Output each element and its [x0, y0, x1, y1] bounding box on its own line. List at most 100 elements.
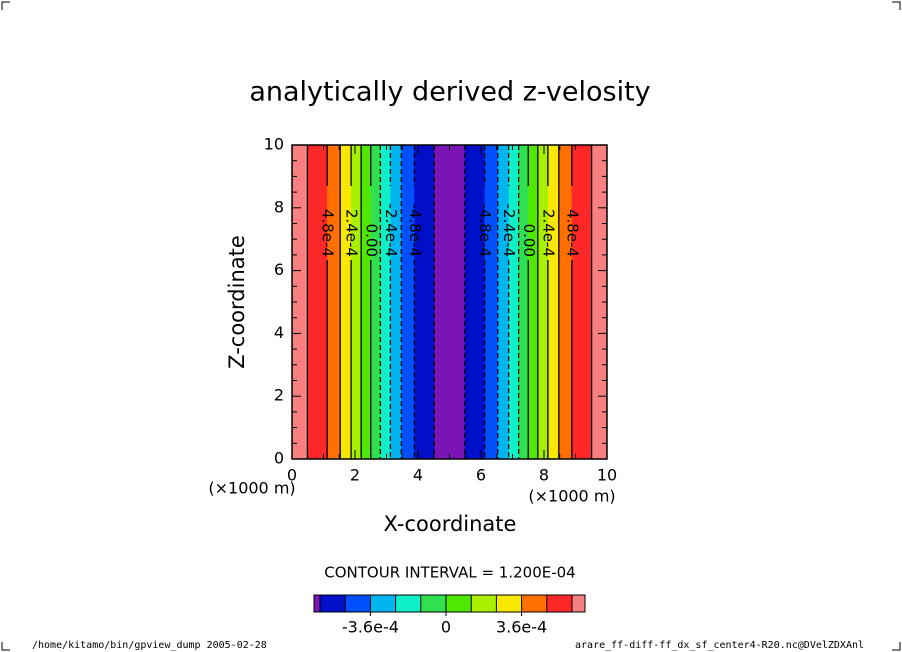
- colorbar-segment: [446, 595, 472, 612]
- contour-label: -4.8e-4: [476, 204, 494, 257]
- colorbar-segment: [546, 595, 572, 612]
- contour-fill: [536, 145, 539, 459]
- contour-label: -4.8e-4: [406, 204, 424, 257]
- contour-fill: [327, 145, 332, 459]
- colorbar-segment: [420, 595, 446, 612]
- y-tick-label: 4: [274, 323, 284, 342]
- footer-left: /home/kitamo/bin/gpview_dump 2005-02-28: [32, 640, 267, 651]
- contour-fill: [508, 145, 513, 459]
- contour-fill: [299, 145, 308, 459]
- contour-fill: [378, 145, 381, 459]
- contour-fill: [571, 145, 576, 459]
- contour-fill: [551, 145, 560, 459]
- contour-fill: [518, 145, 521, 459]
- contour-fill: [481, 145, 486, 459]
- contour-fill: [488, 145, 498, 459]
- contour-fill: [547, 145, 553, 459]
- contour-label: -2.4e-4: [382, 204, 400, 257]
- colorbar-segment: [521, 595, 547, 612]
- contour-fill: [591, 145, 600, 459]
- x-unit: (×1000 m): [528, 487, 615, 506]
- contour-label: 2.4e-4: [343, 209, 361, 257]
- colorbar-under: [314, 595, 320, 612]
- contour-fill: [351, 145, 356, 459]
- contour-fill: [558, 145, 561, 459]
- colorbar-segment: [395, 595, 421, 612]
- x-tick-label: 6: [476, 466, 486, 485]
- x-tick-label: 8: [539, 466, 549, 485]
- contour-fill: [347, 145, 352, 459]
- contour-fill: [583, 145, 592, 459]
- y-tick-label: 8: [274, 197, 284, 216]
- contour-fill: [410, 145, 415, 459]
- contour-fill: [537, 145, 545, 459]
- contour-fill: [544, 145, 549, 459]
- contour-fill: [520, 145, 529, 459]
- contour-fill: [380, 145, 387, 459]
- contour-fill: [340, 145, 348, 459]
- contour-fill: [418, 145, 427, 459]
- contour-fill: [575, 145, 584, 459]
- y-axis-label: Z-coordinate: [225, 235, 249, 369]
- x-axis-label: X-coordinate: [384, 512, 517, 536]
- colorbar-segment: [345, 595, 371, 612]
- contour-fill: [402, 145, 411, 459]
- colorbar-tick-label: 3.6e-4: [496, 618, 547, 637]
- contour-label: 0.00: [520, 224, 538, 257]
- y-tick-label: 2: [274, 386, 284, 405]
- contour-fill: [504, 145, 510, 459]
- contour-fill: [497, 145, 506, 459]
- contour-fill: [414, 145, 419, 459]
- x-tick-label: 4: [413, 466, 423, 485]
- contour-fill: [361, 145, 364, 459]
- contour-fill: [449, 145, 458, 459]
- colorbar-segment: [320, 595, 346, 612]
- colorbar-segment: [471, 595, 497, 612]
- contour-label: 4.8e-4: [563, 209, 581, 257]
- footer-right: arare_ff-diff-ff_dx_sf_center4-R20.nc@DV…: [575, 640, 864, 651]
- colorbar-segment: [496, 595, 522, 612]
- contour-fill: [315, 145, 324, 459]
- contour-fill: [484, 145, 490, 459]
- contour-fill: [323, 145, 328, 459]
- contour-fill: [441, 145, 450, 459]
- contour-fill: [473, 145, 482, 459]
- contour-fill: [386, 145, 391, 459]
- contour-label: 0.00: [362, 224, 380, 257]
- contour-fill: [401, 145, 403, 459]
- contour-fill: [528, 145, 537, 459]
- x-tick-label: 10: [597, 466, 617, 485]
- colorbar-tick-label: -3.6e-4: [342, 618, 399, 637]
- y-tick-label: 10: [264, 135, 284, 154]
- x-tick-label: 0: [287, 466, 297, 485]
- contour-label: 4.8e-4: [319, 209, 337, 257]
- colorbar-tick-label: 0: [441, 618, 451, 637]
- x-tick-label: 2: [350, 466, 360, 485]
- contour-fill: [567, 145, 573, 459]
- y-tick-label: 0: [274, 449, 284, 468]
- contour-fill: [434, 145, 443, 459]
- contour-fill: [559, 145, 569, 459]
- contour-fill: [457, 145, 466, 459]
- contour-fill: [331, 145, 340, 459]
- contour-label: -2.4e-4: [500, 204, 518, 257]
- contour-label: 2.4e-4: [539, 209, 557, 257]
- contour-fill: [394, 145, 402, 459]
- contour-interval: CONTOUR INTERVAL = 1.200E-04: [324, 564, 575, 582]
- contour-fill: [307, 145, 317, 459]
- contour-fill: [425, 145, 435, 459]
- contour-fill: [355, 145, 362, 459]
- chart-title: analytically derived z-velosity: [249, 77, 650, 108]
- contour-fill: [390, 145, 395, 459]
- contour-fill: [370, 145, 380, 459]
- y-tick-label: 6: [274, 260, 284, 279]
- y-unit: (×1000 m): [208, 479, 295, 498]
- colorbar-over: [572, 595, 585, 612]
- colorbar-frame: [313, 594, 586, 613]
- contour-fill: [465, 145, 474, 459]
- contour-fill: [512, 145, 520, 459]
- contour-fill: [362, 145, 372, 459]
